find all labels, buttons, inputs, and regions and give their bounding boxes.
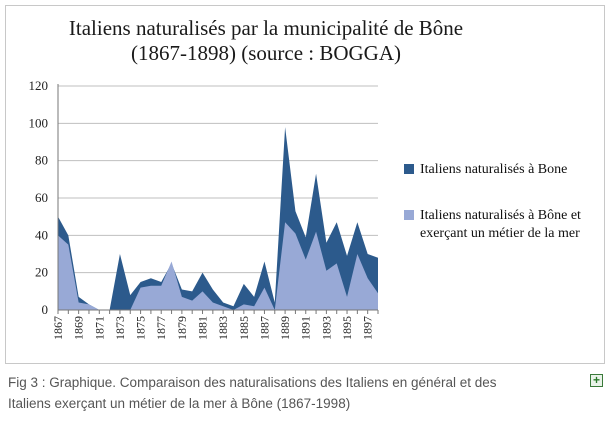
x-tick-label: 1877: [154, 316, 168, 340]
x-tick-label: 1895: [340, 316, 354, 340]
x-tick-label: 1879: [175, 316, 189, 340]
area-series-1: [58, 222, 378, 310]
x-tick-label: 1897: [361, 316, 375, 340]
x-tick-label: 1883: [216, 316, 230, 340]
x-tick-label: 1887: [257, 316, 271, 340]
x-tick-label: 1891: [299, 316, 313, 340]
y-tick-label: 20: [35, 265, 48, 280]
plus-icon[interactable]: +: [590, 374, 603, 387]
x-tick-label: 1869: [72, 316, 86, 340]
x-tick-label: 1875: [134, 316, 148, 340]
axes: [57, 84, 379, 314]
grid-lines: [58, 85, 378, 274]
plot-area: 0 20 40 60 80 100 120 1867 1869 1871 1873 1875 1877…: [29, 78, 379, 340]
x-tick-label: 1873: [113, 316, 127, 340]
area-series: [58, 127, 378, 310]
y-tick-label: 60: [35, 190, 48, 205]
figure-caption: Fig 3 : Graphique. Comparaison des natur…: [8, 372, 578, 414]
legend: Italiens naturalisés à Bone Italiens nat…: [404, 161, 599, 271]
legend-item-total: Italiens naturalisés à Bone: [404, 161, 599, 179]
caption-line1: Fig 3 : Graphique. Comparaison des natur…: [8, 375, 497, 390]
legend-label-sea: Italiens naturalisés à Bône et exerçant …: [420, 208, 581, 241]
y-tick-label: 80: [35, 153, 48, 168]
legend-item-sea: Italiens naturalisés à Bône et exerçant …: [404, 207, 599, 243]
y-tick-labels: 0 20 40 60 80 100 120: [29, 78, 49, 317]
caption-line2: Italiens exerçant un métier de la mer à …: [8, 396, 351, 411]
y-tick-label: 120: [29, 78, 49, 93]
y-tick-label: 40: [35, 227, 48, 242]
chart-title-line1: Italiens naturalisés par la municipalité…: [68, 16, 464, 40]
y-tick-label: 100: [29, 115, 49, 130]
chart-title: Italiens naturalisés par la municipalité…: [46, 16, 486, 66]
legend-swatch-sea: [404, 210, 414, 220]
chart-title-line2: (1867-1898) (source : BOGGA): [130, 41, 402, 65]
legend-label-total: Italiens naturalisés à Bone: [420, 162, 568, 177]
x-tick-label: 1893: [319, 316, 333, 340]
chart-figure: Italiens naturalisés par la municipalité…: [5, 5, 605, 364]
x-tick-label: 1885: [237, 316, 251, 340]
x-tick-label: 1867: [51, 316, 65, 340]
y-tick-label: 0: [42, 302, 49, 317]
x-tick-label: 1871: [92, 316, 106, 340]
legend-swatch-total: [404, 164, 414, 174]
x-tick-labels: 1867 1869 1871 1873 1875 1877 1879 1881 1883 1885…: [51, 316, 375, 340]
x-tick-label: 1889: [278, 316, 292, 340]
x-tick-label: 1881: [196, 316, 210, 340]
